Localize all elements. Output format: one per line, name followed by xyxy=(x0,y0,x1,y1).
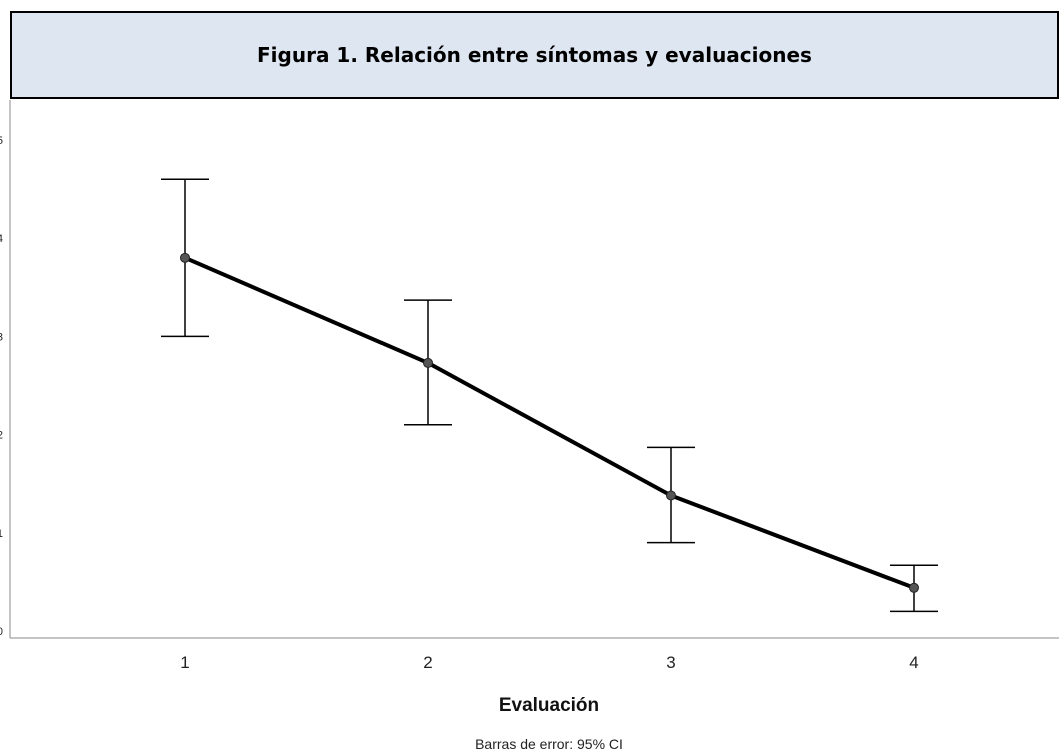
x-ticks: 1 2 3 4 xyxy=(180,653,918,672)
data-point xyxy=(666,490,676,501)
y-tick-label: 3 xyxy=(0,331,3,343)
y-tick-label: 1 xyxy=(0,528,3,540)
series-group xyxy=(180,252,919,593)
x-axis-title: Evaluación xyxy=(499,695,599,716)
series-line xyxy=(184,256,915,590)
y-tick-label: 2 xyxy=(0,430,3,442)
chart-title-box: Figura 1. Relación entre síntomas y eval… xyxy=(10,11,1059,99)
chart-title: Figura 1. Relación entre síntomas y eval… xyxy=(257,43,812,67)
y-tick-label: 0 xyxy=(0,626,3,638)
error-bars xyxy=(161,178,938,613)
y-tick-label: 5 xyxy=(0,135,3,147)
y-ticks: 0 1 2 3 4 5 xyxy=(0,135,3,638)
data-point xyxy=(909,582,919,593)
x-tick-label: 3 xyxy=(666,653,675,672)
x-tick-label: 4 xyxy=(909,653,918,672)
x-tick-label: 1 xyxy=(180,653,189,672)
y-tick-label: 4 xyxy=(0,233,3,245)
data-point xyxy=(423,357,433,368)
error-bar-footnote: Barras de error: 95% CI xyxy=(475,736,623,751)
data-point xyxy=(180,252,190,263)
axes xyxy=(9,100,1059,639)
x-tick-label: 2 xyxy=(423,653,432,672)
